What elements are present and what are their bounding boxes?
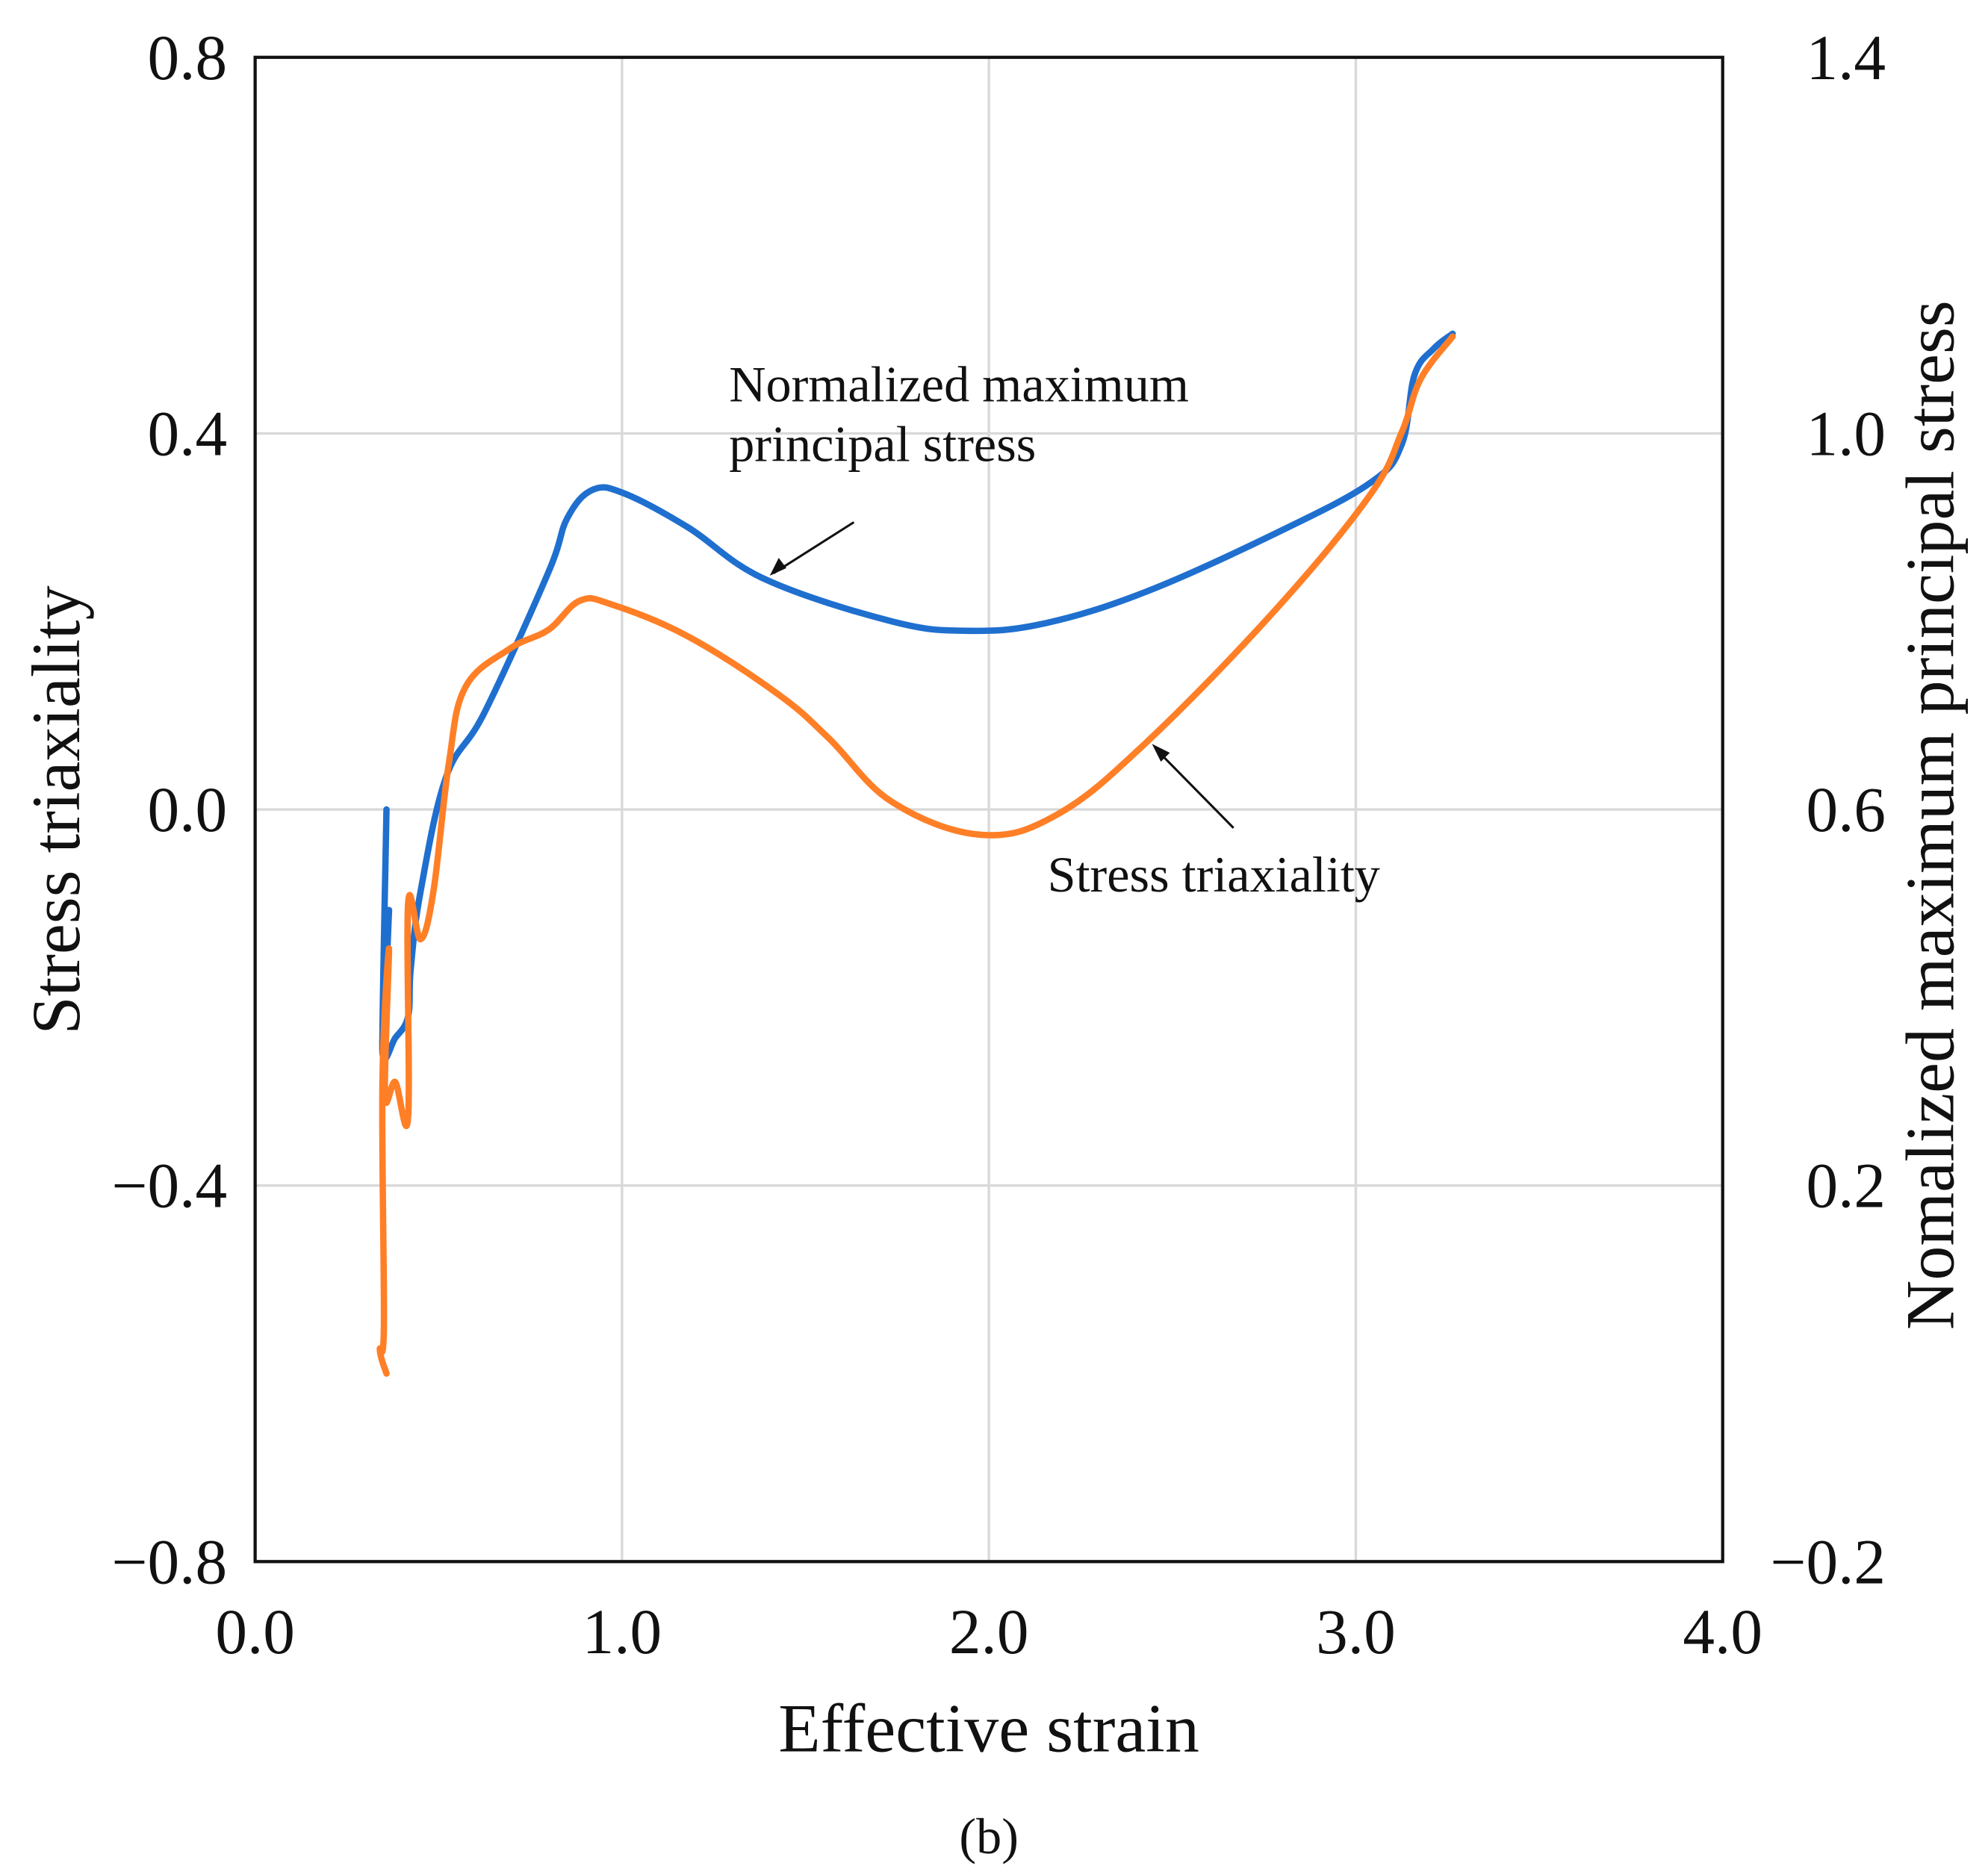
y-right-tick-label: 0.6 — [1806, 775, 1886, 845]
x-tick-label: 1.0 — [583, 1597, 662, 1667]
y-left-tick-label: 0.0 — [147, 775, 227, 845]
annotation-arrow — [773, 521, 855, 574]
tick-labels: 0.0 1.0 2.0 3.0 4.0 −0.8 −0.4 0.0 0.4 0.8 −0.2 0.2 0… — [111, 23, 1886, 1667]
annotation-line: Stress triaxiality — [1048, 846, 1380, 903]
x-axis-title: Effective strain — [778, 1690, 1199, 1766]
series-line-stress-triaxiality — [376, 333, 1456, 1377]
y-right-tick-label: 1.4 — [1806, 23, 1886, 93]
annotation-arrow — [1155, 747, 1234, 829]
arrowhead-icon — [1152, 744, 1170, 762]
y-right-tick-label: 1.0 — [1806, 399, 1886, 469]
annotation-line: Normalized maximum — [729, 355, 1189, 412]
annotation-max-principal-stress: Normalized maximum principal stress — [729, 355, 1189, 576]
annotation-stress-triaxiality: Stress triaxiality — [1048, 744, 1380, 903]
y-left-tick-label: 0.4 — [147, 399, 227, 469]
y-right-tick-label: 0.2 — [1806, 1151, 1886, 1222]
plot-frame — [253, 55, 1724, 1564]
y-axis-left-title: Stress triaxiality — [18, 585, 94, 1034]
x-tick-label: 3.0 — [1316, 1597, 1396, 1667]
grid-lines — [255, 57, 1723, 1562]
y-left-tick-label: 0.8 — [147, 23, 227, 93]
y-right-tick-label: −0.2 — [1770, 1527, 1886, 1597]
x-tick-label: 4.0 — [1683, 1597, 1762, 1667]
annotation-line: principal stress — [729, 416, 1036, 473]
y-left-tick-label: −0.8 — [111, 1527, 227, 1597]
arrowhead-icon — [769, 558, 786, 576]
series-layer — [376, 330, 1456, 1377]
y-left-tick-label: −0.4 — [111, 1151, 227, 1222]
x-tick-label: 2.0 — [949, 1597, 1029, 1667]
y-axis-right-title: Nomalized maximum principal stress — [1892, 300, 1968, 1330]
x-tick-label: 0.0 — [215, 1597, 295, 1667]
panel-label: (b) — [959, 1808, 1019, 1865]
